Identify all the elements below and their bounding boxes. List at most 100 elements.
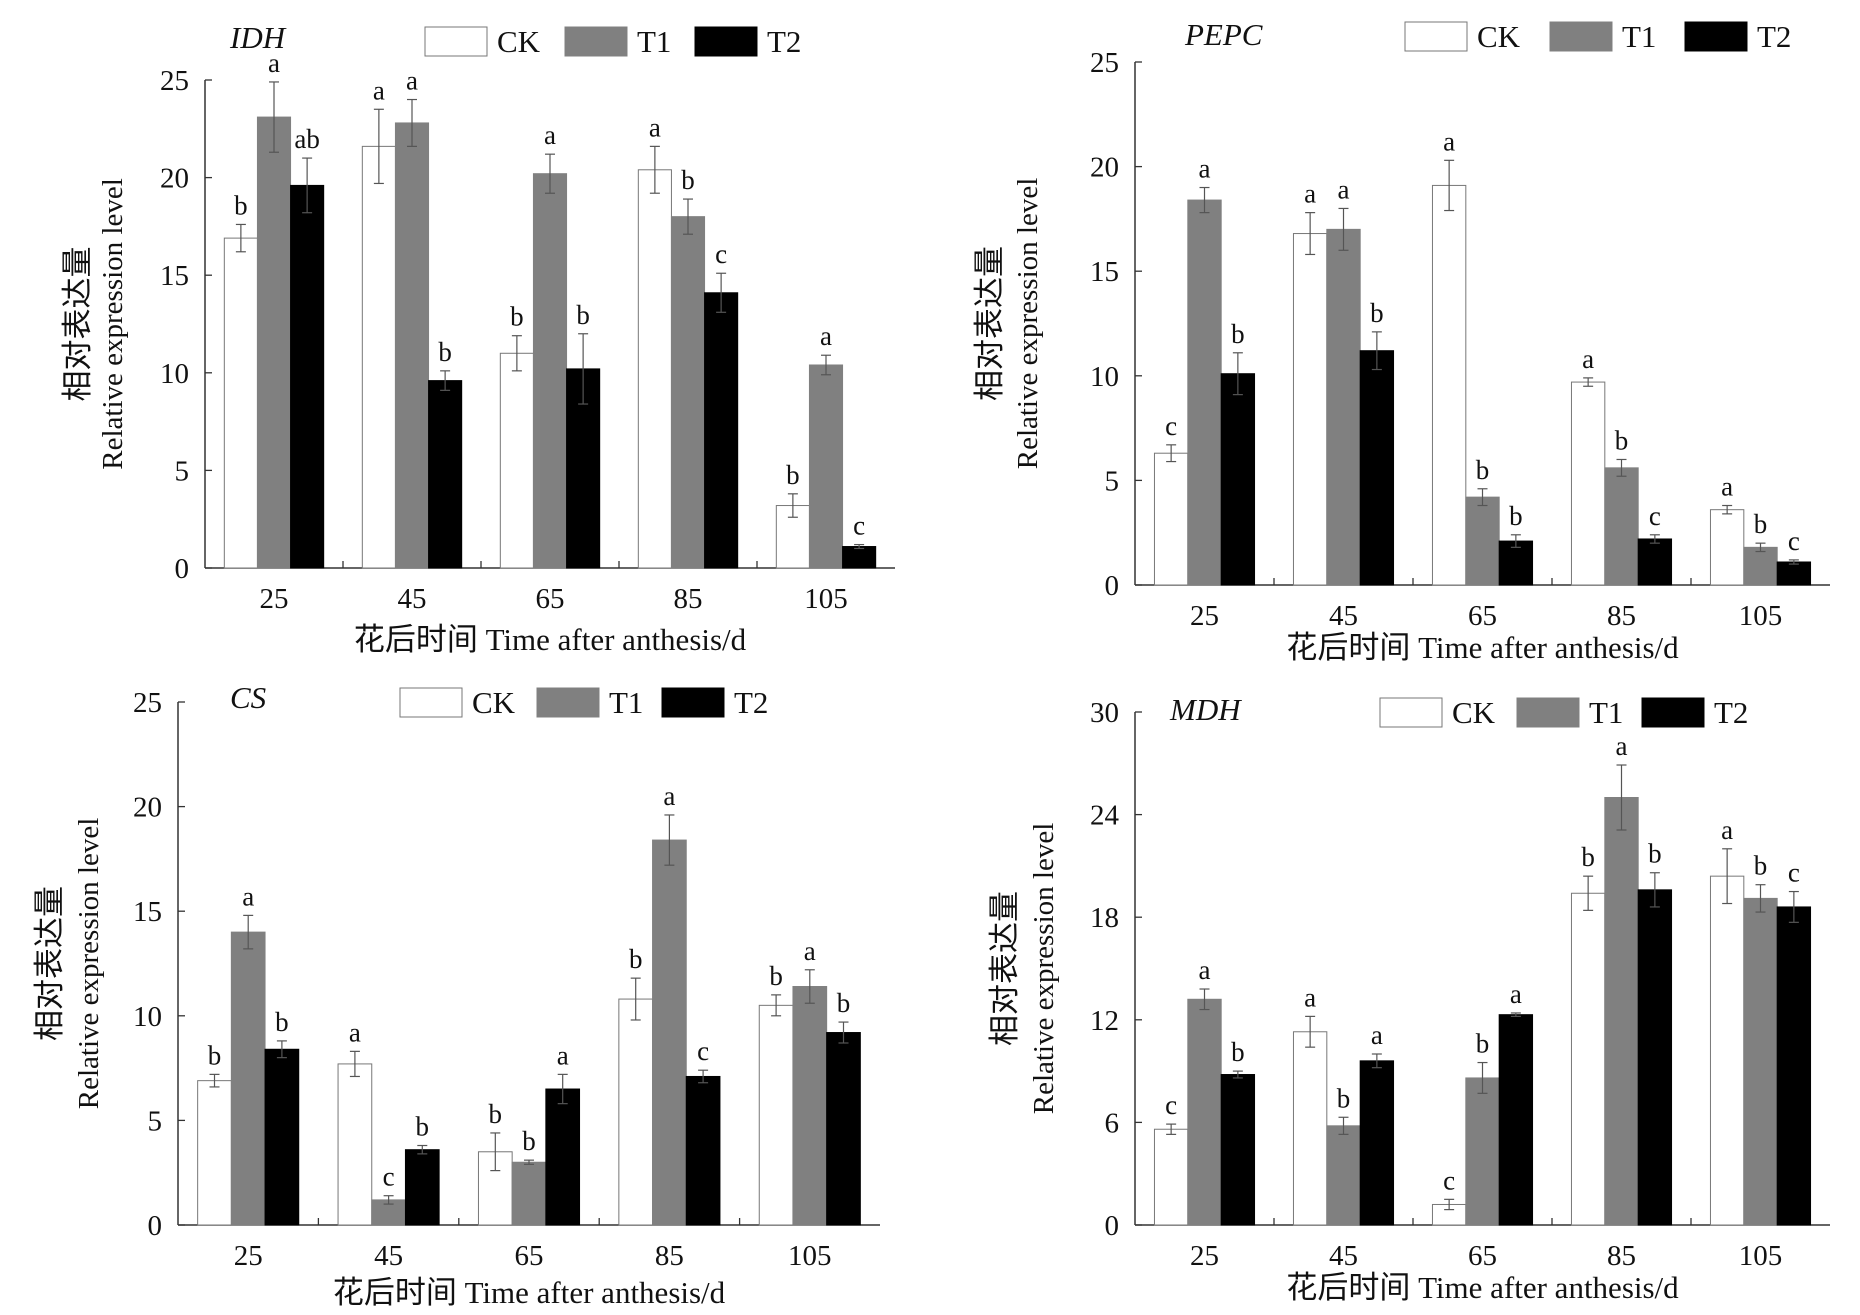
- y-tick-label: 30: [1090, 697, 1119, 729]
- error-bar: [838, 1021, 849, 1044]
- legend-swatch-t2: [1684, 21, 1748, 52]
- y-tick-label: 5: [148, 1105, 163, 1137]
- legend-label-t1: T1: [1622, 19, 1656, 54]
- y-axis-label: Relative expression level: [97, 178, 129, 470]
- significance-label: b: [1476, 1029, 1490, 1059]
- error-bar: [630, 977, 641, 1021]
- error-bar: [545, 153, 555, 194]
- significance-label: b: [1476, 455, 1490, 485]
- bar-ck: [1431, 184, 1467, 586]
- legend-label-t2: T2: [734, 685, 768, 720]
- error-bar: [664, 814, 675, 866]
- significance-label: c: [1165, 411, 1177, 441]
- error-bar: [417, 1144, 428, 1155]
- significance-label: a: [242, 881, 254, 911]
- bar-t2: [545, 1088, 581, 1226]
- y-tick-label: 6: [1105, 1107, 1120, 1139]
- bar-t1: [1743, 897, 1778, 1226]
- significance-label: c: [697, 1036, 709, 1066]
- significance-label: a: [1721, 815, 1733, 845]
- error-bar: [1371, 1053, 1382, 1069]
- error-bar: [1338, 207, 1349, 251]
- error-bar: [269, 81, 279, 153]
- significance-label: b: [786, 460, 800, 490]
- bar-t2: [1637, 889, 1673, 1226]
- significance-label: b: [1231, 319, 1245, 349]
- bar-ck: [1570, 381, 1606, 586]
- significance-label: c: [853, 511, 865, 541]
- x-tick-label: 45: [1329, 1240, 1358, 1272]
- y-tick-label: 20: [1090, 152, 1119, 184]
- legend-swatch-t1: [564, 26, 628, 57]
- bar-t2: [1359, 350, 1395, 586]
- bar-t1: [1326, 1125, 1361, 1226]
- bar-t1: [652, 839, 687, 1226]
- x-tick-label: 85: [1607, 1240, 1636, 1272]
- significance-label: a: [1338, 174, 1350, 204]
- y-tick-label: 25: [160, 65, 189, 97]
- significance-label: b: [234, 190, 248, 220]
- significance-label: b: [1754, 851, 1768, 881]
- bar-ck: [775, 505, 810, 569]
- bar-t2: [1776, 561, 1812, 586]
- significance-label: c: [715, 239, 727, 269]
- error-bar: [1232, 1070, 1243, 1079]
- y-tick-label: 10: [1090, 361, 1119, 393]
- error-bar: [771, 994, 782, 1017]
- significance-label: b: [837, 988, 851, 1018]
- x-tick-label: 25: [1190, 1240, 1219, 1272]
- y-tick-label: 15: [133, 896, 162, 928]
- error-bar: [1444, 159, 1455, 212]
- error-bar: [1166, 444, 1177, 463]
- error-bar: [854, 543, 865, 550]
- bar-t2: [704, 292, 739, 569]
- significance-label: a: [1582, 344, 1594, 374]
- legend-swatch-t2: [694, 26, 758, 57]
- error-bar: [821, 354, 831, 376]
- x-tick-label: 45: [398, 583, 427, 615]
- significance-label: a: [1199, 955, 1211, 985]
- x-tick-label: 45: [374, 1240, 403, 1272]
- significance-label: b: [681, 165, 695, 195]
- error-bar: [511, 335, 522, 372]
- bar-t1: [1604, 797, 1639, 1226]
- legend-label-ck: CK: [497, 24, 541, 59]
- y-axis-label: Relative expression level: [1028, 823, 1060, 1115]
- bar-t1: [1187, 199, 1222, 586]
- significance-label: c: [1649, 501, 1661, 531]
- significance-label: b: [438, 337, 452, 367]
- y-tick-label: 0: [1105, 570, 1120, 602]
- y-tick-label: 10: [133, 1001, 162, 1033]
- y-tick-label: 0: [1105, 1210, 1120, 1242]
- y-tick-label: 25: [1090, 47, 1119, 79]
- legend-swatch-ck: [399, 687, 463, 718]
- bar-t2: [404, 1149, 440, 1226]
- significance-label: b: [489, 1099, 503, 1129]
- significance-label: a: [1721, 472, 1733, 502]
- legend-label-ck: CK: [1452, 695, 1496, 730]
- error-bar: [804, 969, 815, 1004]
- bar-ck: [337, 1063, 373, 1226]
- error-bar: [1583, 875, 1594, 911]
- error-bar: [578, 333, 589, 405]
- significance-label: a: [557, 1040, 569, 1070]
- error-bar: [1649, 534, 1660, 544]
- bar-t2: [1220, 1074, 1256, 1226]
- y-axis-label-cn: 相对表达量: [60, 247, 95, 402]
- error-bar: [1722, 848, 1733, 905]
- bar-t1: [792, 986, 828, 1226]
- error-bar: [1510, 1012, 1521, 1017]
- x-tick-label: 85: [1607, 600, 1636, 632]
- significance-label: b: [1615, 425, 1629, 455]
- x-tick-label: 65: [1468, 600, 1497, 632]
- significance-label: a: [1304, 179, 1316, 209]
- significance-label: a: [406, 66, 418, 96]
- bar-t1: [230, 931, 266, 1226]
- y-tick-label: 0: [148, 1210, 163, 1242]
- significance-label: a: [1510, 979, 1522, 1009]
- legend-swatch-t1: [1549, 21, 1613, 52]
- bar-ck: [1292, 233, 1328, 586]
- bar-t2: [264, 1048, 300, 1226]
- bar-ck: [1570, 892, 1606, 1226]
